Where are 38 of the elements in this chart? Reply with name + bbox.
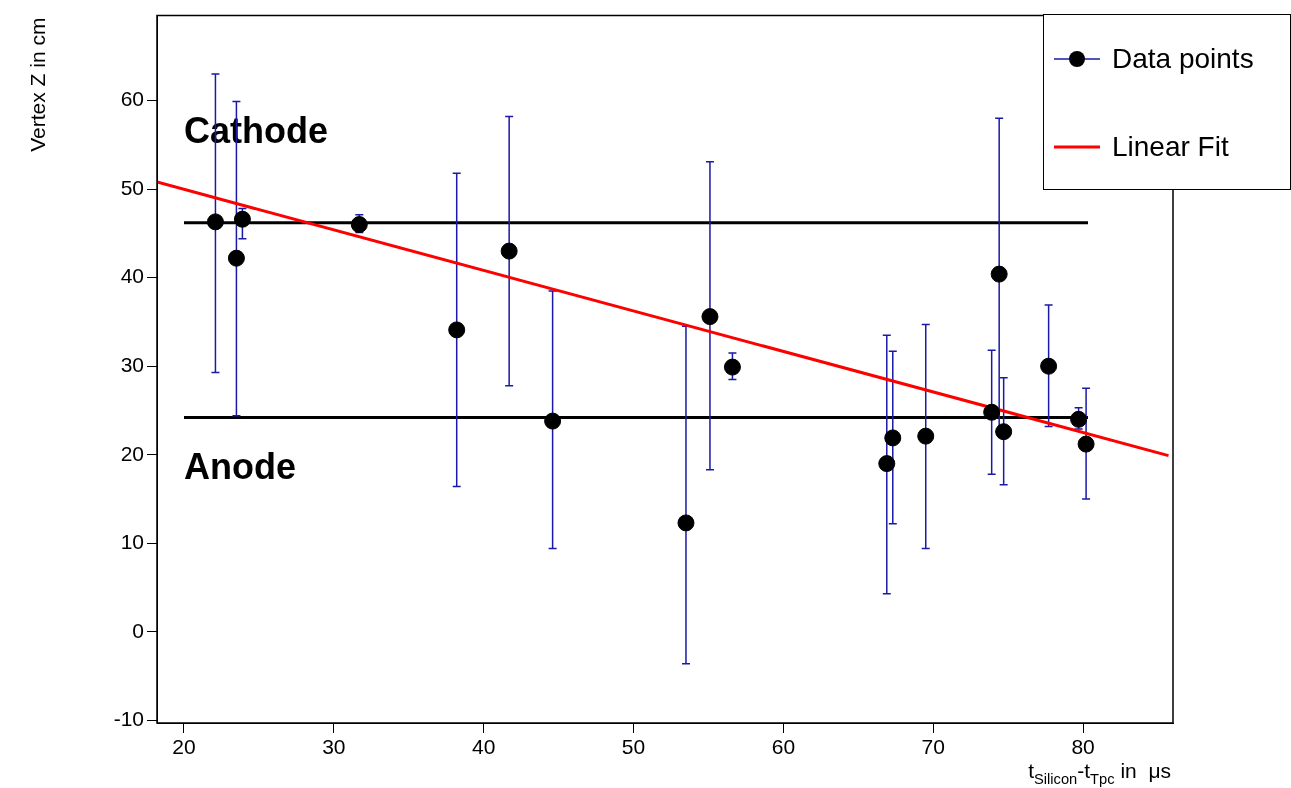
point — [1077, 435, 1095, 453]
point — [990, 265, 1008, 283]
y-tick-label: 0 — [132, 618, 144, 642]
point — [701, 308, 719, 326]
x-tick-label: 30 — [322, 735, 346, 759]
point — [544, 412, 562, 430]
x-tick-label: 40 — [472, 735, 496, 759]
x-tick-label: 70 — [921, 735, 945, 759]
point — [723, 358, 741, 376]
x-tick-label: 50 — [621, 735, 646, 759]
y-tick-label: 20 — [120, 441, 144, 465]
y-tick-label: 40 — [120, 264, 144, 288]
y-tick-label: -10 — [113, 707, 144, 731]
y-axis-title: Vertex Z in cm — [26, 17, 49, 152]
y-tick-label: 60 — [120, 87, 144, 111]
point — [448, 321, 466, 339]
point — [884, 429, 902, 447]
y-tick-label: 30 — [120, 353, 144, 376]
point — [206, 213, 224, 231]
x-tick-label: 20 — [172, 735, 196, 759]
point — [233, 210, 251, 228]
point — [500, 242, 518, 260]
ref-line-label: Anode — [184, 446, 296, 488]
point — [1040, 357, 1058, 375]
legend-label: Data points — [1112, 43, 1254, 75]
legend-label: Linear Fit — [1112, 131, 1229, 163]
y-tick-label: 10 — [120, 530, 144, 554]
point — [917, 427, 935, 445]
point — [995, 423, 1013, 441]
x-tick-label: 80 — [1071, 735, 1095, 759]
point — [677, 514, 695, 532]
x-tick-label: 60 — [771, 735, 796, 759]
point — [983, 403, 1001, 421]
point — [878, 455, 896, 473]
point — [350, 216, 368, 234]
point — [1070, 410, 1088, 428]
y-tick-label: 50 — [120, 175, 144, 199]
point — [227, 249, 245, 267]
